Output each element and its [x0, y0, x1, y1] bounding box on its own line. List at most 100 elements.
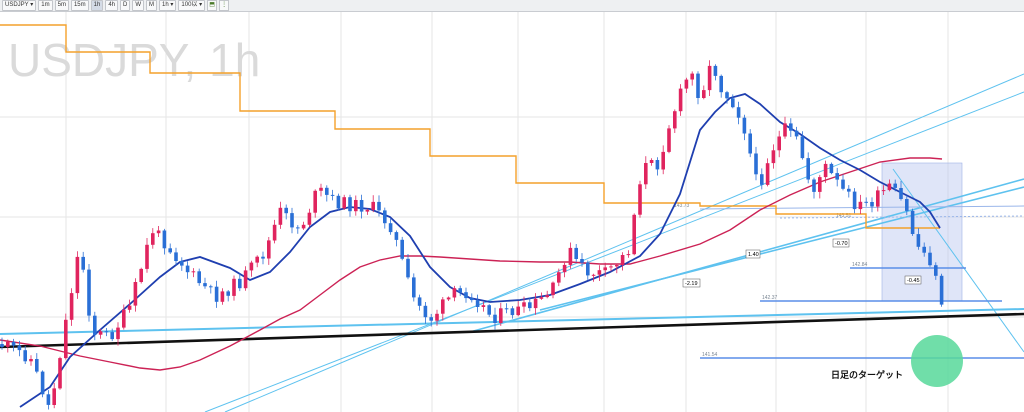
candle-body: [771, 150, 776, 164]
candle-body: [423, 305, 428, 318]
candle-body: [255, 256, 259, 263]
timeframe-15m[interactable]: 15m: [70, 0, 89, 11]
indicator-icon[interactable]: ⋮: [219, 0, 230, 11]
candle-body: [452, 288, 457, 298]
candle-body: [133, 282, 138, 306]
candle-body: [17, 345, 22, 351]
candle-body: [191, 271, 196, 273]
callout-label-2: 1.40: [748, 252, 759, 258]
callout-label-4: -0.45: [907, 278, 920, 284]
chart-toolbar: USDJPY ▾ 1m 5m 15m 1h 4h D W M 1h ▾ 100以…: [0, 0, 1024, 12]
candle-body: [29, 359, 33, 362]
candle-body: [777, 136, 781, 151]
candle-body: [174, 252, 178, 261]
candle-body: [620, 255, 625, 265]
timeframe-5m[interactable]: 5m: [54, 0, 69, 11]
candle-body: [910, 210, 915, 234]
timeframe-1m[interactable]: 1m: [38, 0, 53, 11]
candle-body: [412, 277, 416, 298]
trendline-2: [204, 91, 1024, 412]
candle-body: [731, 98, 735, 108]
candle-body: [458, 288, 462, 293]
candle-body: [649, 160, 654, 163]
trendline-1: [0, 308, 1024, 335]
timeframe-d[interactable]: D: [120, 0, 131, 11]
candle-body: [162, 230, 167, 249]
candle-body: [209, 286, 213, 288]
candle-body: [365, 209, 370, 212]
candle-body: [139, 268, 143, 282]
candle-body: [435, 313, 439, 321]
timeframe-m[interactable]: M: [146, 0, 158, 11]
target-circle: [911, 335, 963, 387]
candle-body: [696, 73, 700, 98]
trendline-5: [539, 186, 1024, 311]
candle-body: [493, 314, 497, 323]
candle-body: [35, 359, 39, 372]
candle-body: [574, 247, 578, 259]
symbol-selector[interactable]: USDJPY ▾: [2, 0, 37, 11]
candle-body: [783, 123, 787, 137]
candle-body: [11, 341, 16, 346]
timeframe-w[interactable]: W: [132, 0, 145, 11]
candle-body: [661, 151, 665, 170]
candle-body: [667, 128, 671, 152]
level-label-142-37: 142.37: [762, 295, 778, 301]
candle-body: [145, 244, 149, 269]
candle-body: [510, 308, 515, 316]
candle-body: [504, 308, 509, 310]
candle-body: [545, 295, 549, 298]
candle-body: [928, 252, 932, 266]
bars-select[interactable]: 100以 ▾: [178, 0, 206, 11]
candle-body: [122, 309, 126, 328]
candle-body: [110, 332, 114, 340]
candle-body: [615, 265, 619, 267]
candle-body: [609, 266, 613, 268]
candle-body: [116, 327, 120, 340]
candle-body: [562, 264, 567, 273]
candle-body: [864, 201, 868, 203]
candle-body: [330, 194, 335, 196]
chart-area[interactable]: USDJPY, 1h 143.73 143.51 142.84 142.37 1…: [0, 12, 1024, 412]
candle-body: [725, 92, 729, 99]
candle-body: [812, 179, 816, 192]
candle-body: [400, 239, 404, 259]
candle-body: [841, 179, 845, 189]
candle-body: [736, 107, 741, 118]
callout-label-3: -2.19: [685, 281, 698, 287]
candle-body: [284, 207, 288, 214]
candle-body: [127, 305, 132, 310]
candle-body: [232, 278, 236, 296]
chart-type-icon[interactable]: ⬒: [207, 0, 218, 11]
candle-body: [702, 90, 706, 98]
candle-body: [870, 202, 874, 207]
timeframe-1h[interactable]: 1h: [90, 0, 104, 11]
candle-body: [69, 293, 74, 320]
candle-body: [64, 319, 68, 359]
candle-body: [719, 75, 723, 93]
candle-body: [406, 258, 410, 278]
candle-body: [939, 275, 944, 305]
candle-body: [899, 188, 903, 199]
candle-body: [220, 291, 225, 302]
candle-body: [98, 331, 103, 335]
candle-body: [603, 267, 607, 271]
candle-body: [586, 262, 590, 276]
candle-body: [0, 344, 4, 347]
candle-body: [278, 207, 283, 225]
candle-body: [214, 286, 219, 302]
timeframe-4h[interactable]: 4h: [105, 0, 118, 11]
candle-body: [806, 158, 810, 180]
candle-body: [597, 270, 602, 275]
candles: [0, 60, 944, 410]
candle-body: [325, 187, 329, 195]
chart-title: USDJPY, 1h: [8, 34, 260, 86]
candle-body: [481, 305, 486, 307]
candle-body: [46, 394, 51, 405]
candle-body: [301, 224, 306, 229]
interval-select[interactable]: 1h ▾: [159, 0, 177, 11]
candle-body: [441, 299, 445, 314]
candle-body: [707, 65, 712, 91]
candle-body: [568, 247, 573, 265]
